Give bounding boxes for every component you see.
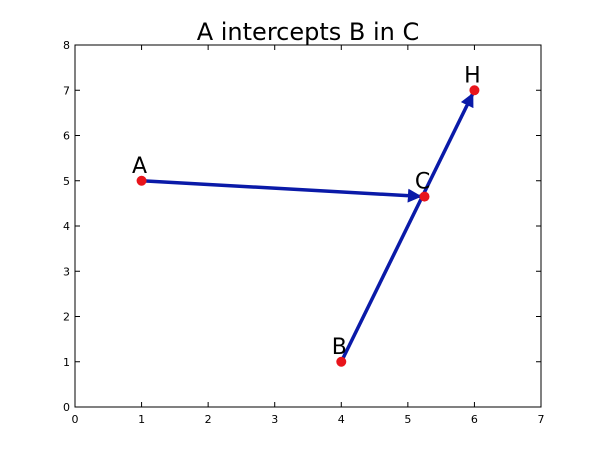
y-tick-label: 3 bbox=[63, 265, 70, 278]
points: A B C H bbox=[132, 63, 481, 367]
point-C bbox=[419, 191, 430, 202]
y-tick-label: 8 bbox=[63, 39, 70, 52]
x-tick-label: 0 bbox=[72, 413, 79, 426]
x-tick-label: 1 bbox=[138, 413, 145, 426]
point-B bbox=[336, 356, 347, 367]
y-tick-label: 1 bbox=[63, 356, 70, 369]
arrow-A-C bbox=[141, 179, 422, 203]
arrow-B-H bbox=[339, 92, 475, 363]
x-tick-label: 6 bbox=[471, 413, 478, 426]
axis-ticks: 0 1 2 3 4 5 6 7 0 1 2 3 4 5 6 7 8 bbox=[63, 39, 545, 426]
y-tick-label: 6 bbox=[63, 130, 70, 143]
y-tick-label: 4 bbox=[63, 220, 70, 233]
x-tick-label: 4 bbox=[338, 413, 345, 426]
x-tick-label: 5 bbox=[404, 413, 411, 426]
point-label-B: B bbox=[332, 335, 347, 360]
y-tick-label: 2 bbox=[63, 311, 70, 324]
x-tick-label: 3 bbox=[271, 413, 278, 426]
y-tick-label: 5 bbox=[63, 175, 70, 188]
x-tick-label: 2 bbox=[205, 413, 212, 426]
y-tick-label: 0 bbox=[63, 401, 70, 414]
chart-title: A intercepts B in C bbox=[197, 18, 420, 46]
point-H bbox=[469, 85, 480, 96]
point-label-C: C bbox=[415, 170, 430, 195]
point-label-H: H bbox=[464, 63, 481, 88]
point-A bbox=[136, 175, 147, 186]
y-tick-label: 7 bbox=[63, 84, 70, 97]
x-tick-label: 7 bbox=[538, 413, 545, 426]
arrows bbox=[141, 92, 475, 363]
point-label-A: A bbox=[132, 154, 147, 179]
